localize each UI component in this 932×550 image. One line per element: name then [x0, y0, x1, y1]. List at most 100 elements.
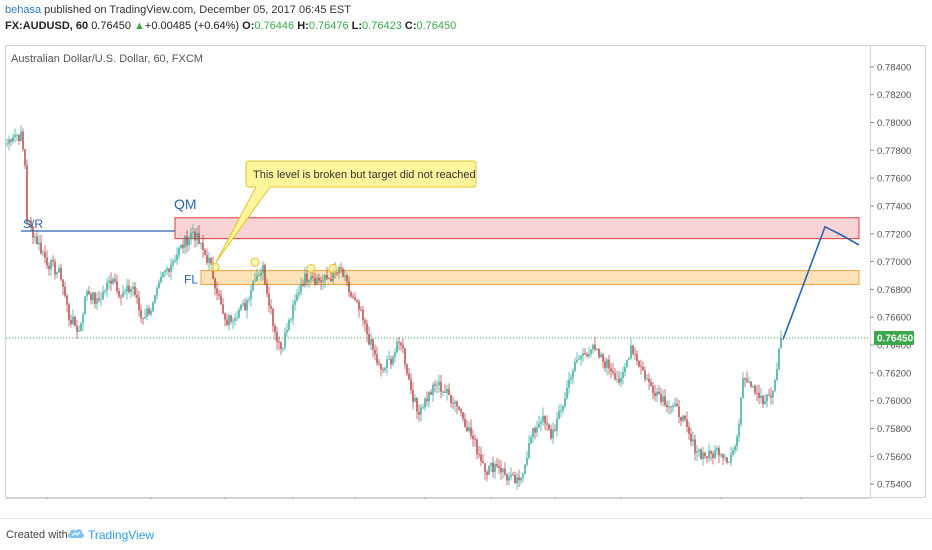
candle-body [746, 379, 748, 382]
candle-body [492, 463, 494, 472]
candle-body [168, 268, 170, 273]
candle-body [106, 282, 108, 291]
candle-body [370, 339, 372, 345]
candle [396, 337, 398, 354]
candle [636, 350, 638, 366]
candle-body [542, 415, 544, 422]
candle-body [144, 316, 146, 319]
candle [254, 272, 256, 283]
candle-body [104, 290, 106, 292]
highlight-circle-3[interactable] [328, 264, 338, 274]
tradingview-brand[interactable]: TradingView [88, 528, 155, 542]
candle-body [192, 231, 194, 233]
candle-body [146, 308, 148, 317]
candle-body [122, 292, 124, 298]
candle [624, 362, 626, 377]
fl-zone[interactable] [200, 270, 860, 286]
candle-body [420, 407, 422, 415]
candle [440, 375, 442, 399]
candle [60, 263, 62, 282]
candle-body [230, 315, 232, 322]
candle [274, 323, 276, 341]
candle-body [522, 473, 524, 478]
candle-body [298, 292, 300, 295]
last-price: 0.76450 [91, 20, 131, 32]
candle-body [440, 381, 442, 392]
candle-body [302, 284, 304, 286]
candle-body [356, 299, 358, 302]
candle [328, 277, 330, 280]
low-label: L: [351, 20, 363, 32]
sr-group: S/R QM FL [21, 196, 198, 287]
candle-body [504, 468, 506, 475]
candle-body [354, 297, 356, 300]
candle [698, 448, 700, 457]
candle-body [398, 341, 400, 343]
candle-body [134, 286, 136, 296]
candle [286, 322, 288, 338]
candle [632, 344, 634, 356]
candle [10, 138, 12, 146]
candle-body [296, 294, 298, 301]
candle-body [768, 394, 770, 396]
candle-body [254, 280, 256, 282]
tradingview-cloud-icon[interactable] [66, 525, 86, 541]
candle [200, 242, 202, 250]
candle [560, 403, 562, 418]
candle-body [690, 433, 692, 442]
candle-body [510, 474, 512, 477]
candle [756, 385, 758, 401]
candle-body [738, 424, 740, 437]
candle [500, 460, 502, 481]
highlight-circle-2[interactable] [306, 264, 316, 274]
candle-body [696, 451, 698, 453]
candle-body [24, 149, 26, 166]
qm-zone[interactable] [174, 217, 860, 240]
candle-body [326, 274, 328, 279]
candle-body [110, 280, 112, 284]
highlight-circle-0[interactable] [210, 262, 220, 272]
candle [650, 377, 652, 387]
candle-body [590, 349, 592, 354]
candle-body [550, 429, 552, 439]
price-tick-label-6: 0.76600 [877, 313, 911, 324]
candle-body [558, 410, 560, 419]
candle-body [452, 402, 454, 404]
candle-body [160, 277, 162, 283]
candle [750, 381, 752, 389]
candle [384, 366, 386, 373]
candle [156, 285, 158, 300]
highlight-circle-1[interactable] [250, 257, 260, 267]
last-price-tag-rect [874, 331, 914, 346]
candle [734, 444, 736, 454]
candle [612, 363, 614, 376]
candle-body [310, 276, 312, 281]
high-value: 0.76476 [308, 20, 349, 32]
candle-body [226, 319, 228, 326]
candle-body [614, 373, 616, 380]
candle-body [82, 314, 84, 323]
candle-body [70, 319, 72, 325]
candle [758, 384, 760, 405]
candle [34, 232, 36, 244]
author-link[interactable]: behasa [5, 4, 42, 16]
candle [26, 159, 28, 226]
candle [6, 138, 8, 148]
candle [112, 277, 114, 285]
candle [568, 371, 570, 395]
candle-body [464, 418, 466, 428]
candle [592, 343, 594, 354]
candle-body [674, 403, 676, 406]
callout[interactable]: This level is broken but target did not … [215, 160, 477, 263]
candle-body [678, 406, 680, 418]
candle-body [74, 316, 76, 327]
candle-body [776, 368, 778, 381]
candle [434, 380, 436, 393]
projection-line[interactable] [782, 225, 860, 340]
candle [314, 272, 316, 287]
price-chart[interactable]: Australian Dollar/U.S. Dollar, 60, FXCM … [6, 46, 927, 516]
price-axis[interactable]: 0.75400 0.75600 0.75800 0.76000 0.76200 0.764… [870, 62, 911, 491]
candle [298, 285, 300, 299]
candle-body [672, 405, 674, 408]
candle [42, 249, 44, 257]
